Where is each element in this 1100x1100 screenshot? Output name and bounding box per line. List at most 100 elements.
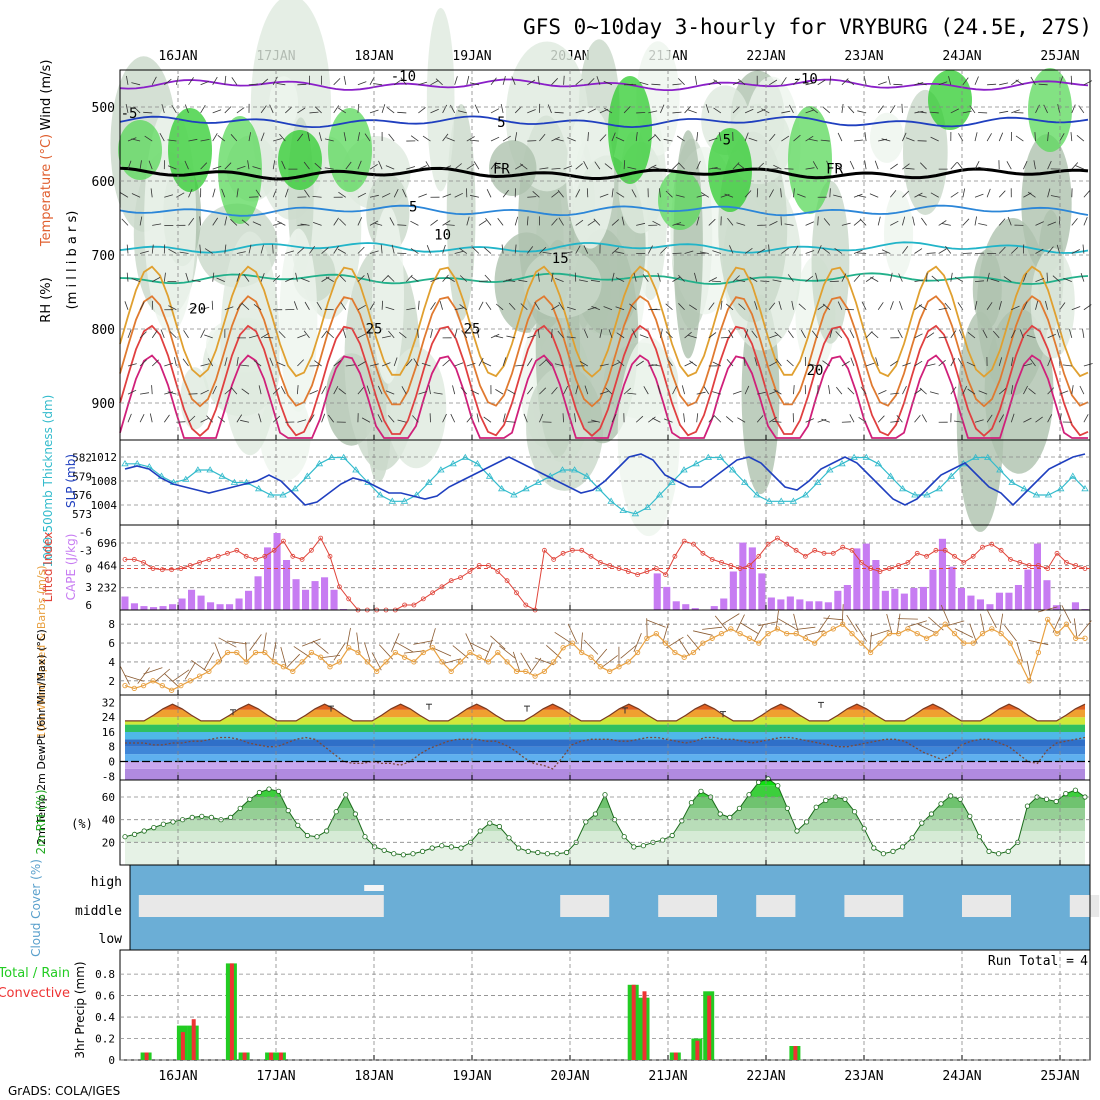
wind-speed-marker [122, 682, 128, 689]
wind-barb [212, 76, 218, 86]
wind-barb [878, 390, 887, 395]
rh-marker [986, 848, 992, 855]
wind-barb [473, 161, 480, 170]
wind-barb [537, 328, 540, 338]
wind-barb [812, 161, 819, 170]
wind-barb [918, 304, 927, 311]
wind-barb [786, 359, 794, 367]
wind-barb [1030, 76, 1036, 86]
wind-barb [865, 331, 873, 339]
wind-barb [326, 331, 334, 339]
wind-barb [917, 194, 927, 198]
wind-barb [857, 195, 867, 198]
rh-marker [880, 851, 887, 857]
wind10m-barb [1073, 618, 1078, 639]
wind-barb [476, 413, 480, 423]
cape-bar [796, 599, 804, 610]
wind-barb [950, 191, 959, 198]
temperature-line [125, 703, 1086, 722]
wind-barb [381, 362, 391, 367]
wind-barb [1035, 104, 1040, 114]
wind-barb [554, 111, 564, 114]
wind-barb [938, 248, 947, 254]
wind-barb [446, 276, 455, 282]
wind-barb [357, 387, 365, 395]
wind-barb [377, 414, 383, 423]
lifted-index-marker [840, 544, 846, 550]
wind-barb [636, 222, 646, 226]
wind10m-barb [823, 617, 844, 621]
wind-barb [179, 251, 189, 254]
wind-barb [466, 75, 470, 85]
wind-barb [815, 272, 819, 282]
wind-speed-marker [168, 687, 175, 693]
lifted-index-marker [858, 560, 864, 565]
cape-bar [682, 604, 690, 610]
wind10m-barb [154, 668, 171, 683]
wind-barb [865, 276, 874, 282]
precip-tick-label: 0.8 [95, 968, 115, 981]
cape-bar [130, 603, 138, 610]
wind-barb [810, 107, 818, 114]
wind-barb [127, 389, 137, 395]
wind-barb [639, 334, 649, 339]
thickness-tick-label: 582 [72, 452, 92, 465]
wind-barb [386, 107, 395, 114]
wind-barb [230, 218, 238, 226]
wind-barb [1035, 248, 1044, 254]
rh2m-axis-label: 2m RH (%) [34, 789, 48, 854]
wind-speed-marker [1045, 616, 1051, 623]
wind-barb [635, 360, 644, 367]
cape-bar [995, 592, 1003, 610]
wind-barb [694, 75, 698, 85]
cape-bar [1043, 580, 1051, 610]
wind-barb [159, 133, 165, 142]
wind-barb [978, 223, 988, 226]
wind-barb [506, 421, 516, 423]
wind-barb [557, 189, 564, 198]
run-total-label: Run Total = [988, 954, 1074, 969]
wind-barb [829, 75, 832, 85]
wind-barb [720, 300, 723, 310]
wind10m-barb [546, 645, 562, 659]
wind-barb [442, 359, 450, 367]
wind-barb [817, 216, 819, 226]
thickness-marker [898, 485, 907, 492]
rh-tick-label: 40 [102, 814, 115, 827]
wind-barb [736, 279, 746, 283]
wind-barb [1059, 302, 1066, 310]
wind-barb [167, 139, 177, 142]
rh-marker [679, 818, 685, 824]
wind-barb [252, 166, 262, 170]
rh-marker [755, 779, 762, 785]
wind-barb [357, 361, 366, 367]
wind-barb [445, 224, 455, 226]
lifted-index-marker [299, 557, 305, 562]
cape-bar [159, 606, 167, 610]
wind-speed-marker [140, 682, 147, 689]
wind-barb [506, 335, 516, 339]
wind-barb [418, 165, 427, 170]
wind10m-barb [1028, 639, 1049, 646]
wind-barb [406, 307, 416, 311]
rh-band [125, 819, 1085, 831]
wind-barb [367, 272, 371, 282]
wind-barb [1003, 276, 1012, 282]
wind-barb [986, 302, 993, 310]
wind-barb [575, 219, 584, 226]
wind-barb [898, 273, 903, 282]
wind-speed-marker [1035, 649, 1042, 656]
wind-speed-marker [877, 640, 883, 646]
wind-barb [611, 188, 614, 198]
cloud-high-block [364, 885, 384, 891]
wind10m-barb [601, 655, 618, 668]
wind-barb [206, 415, 213, 423]
wind-barb [1023, 363, 1033, 367]
thickness-marker [984, 453, 992, 460]
lifted-index-marker [747, 563, 752, 568]
wind-barb [675, 194, 685, 198]
rh-marker [458, 845, 464, 851]
wind-barb [236, 302, 243, 311]
cape-bar [862, 543, 870, 610]
wind-barb [986, 272, 990, 282]
